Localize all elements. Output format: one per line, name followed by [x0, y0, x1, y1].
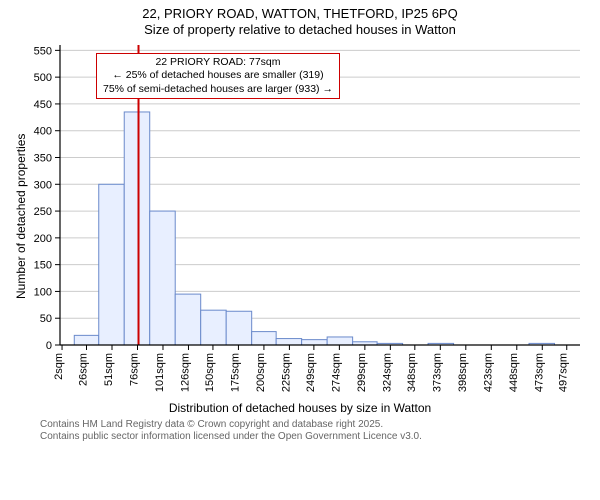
- x-tick-label: 175sqm: [229, 353, 241, 392]
- figure: 22, PRIORY ROAD, WATTON, THETFORD, IP25 …: [0, 0, 600, 500]
- x-tick-label: 51sqm: [103, 353, 115, 386]
- chart-area: Number of detached properties 0 50 100 150 2…: [0, 39, 600, 415]
- x-tick-label: 299sqm: [356, 353, 368, 392]
- x-tick-label: 448sqm: [508, 353, 520, 392]
- histogram-bar: [74, 335, 98, 345]
- annotation-line-3: 75% of semi-detached houses are larger (…: [103, 83, 333, 97]
- title-line-1: 22, PRIORY ROAD, WATTON, THETFORD, IP25 …: [0, 0, 600, 22]
- y-tick-label: 100: [34, 286, 52, 298]
- histogram-bar: [226, 311, 251, 345]
- histogram-bar: [150, 211, 175, 345]
- x-tick-label: 2sqm: [53, 353, 65, 380]
- histogram-bar: [327, 336, 352, 344]
- annotation-box: 22 PRIORY ROAD: 77sqm ← 25% of detached …: [96, 53, 340, 100]
- y-tick-label: 500: [34, 72, 52, 84]
- footer-line-2: Contains public sector information licen…: [40, 431, 600, 444]
- y-axis-label: Number of detached properties: [14, 133, 28, 298]
- x-tick-label: 150sqm: [204, 353, 216, 392]
- y-tick-label: 0: [46, 340, 52, 352]
- histogram-bar: [302, 339, 327, 344]
- x-tick-label: 423sqm: [482, 353, 494, 392]
- x-tick-label: 373sqm: [431, 353, 443, 392]
- x-tick-label: 76sqm: [128, 353, 140, 386]
- x-tick-label: 126sqm: [179, 353, 191, 392]
- histogram-bar: [175, 294, 200, 345]
- histogram-bar: [99, 184, 124, 345]
- annotation-line-1: 22 PRIORY ROAD: 77sqm: [103, 56, 333, 70]
- x-tick-label: 249sqm: [305, 353, 317, 392]
- y-tick-label: 400: [34, 125, 52, 137]
- histogram-bar: [124, 111, 149, 344]
- y-tick-label: 450: [34, 98, 52, 110]
- x-tick-label: 497sqm: [558, 353, 570, 392]
- y-tick-label: 350: [34, 152, 52, 164]
- y-tick-label: 150: [34, 259, 52, 271]
- x-tick-label: 398sqm: [457, 353, 469, 392]
- histogram-bar: [252, 331, 276, 344]
- histogram-bar: [201, 310, 226, 345]
- y-tick-label: 200: [34, 232, 52, 244]
- y-tick-label: 300: [34, 179, 52, 191]
- x-tick-label: 473sqm: [533, 353, 545, 392]
- y-tick-label: 250: [34, 206, 52, 218]
- y-tick-label: 550: [34, 45, 52, 57]
- annotation-line-2: ← 25% of detached houses are smaller (31…: [103, 69, 333, 83]
- x-tick-label: 324sqm: [381, 353, 393, 392]
- y-tick-label: 50: [40, 313, 52, 325]
- x-tick-label: 225sqm: [280, 353, 292, 392]
- x-tick-label: 200sqm: [255, 353, 267, 392]
- x-tick-label: 274sqm: [330, 353, 342, 392]
- x-tick-label: 26sqm: [78, 353, 90, 386]
- x-tick-label: 348sqm: [406, 353, 418, 392]
- x-tick-label: 101sqm: [154, 353, 166, 392]
- x-axis-label: Distribution of detached houses by size …: [0, 401, 600, 415]
- footer-line-1: Contains HM Land Registry data © Crown c…: [40, 419, 600, 432]
- footer: Contains HM Land Registry data © Crown c…: [0, 415, 600, 444]
- title-line-2: Size of property relative to detached ho…: [0, 22, 600, 38]
- histogram-bar: [276, 338, 301, 344]
